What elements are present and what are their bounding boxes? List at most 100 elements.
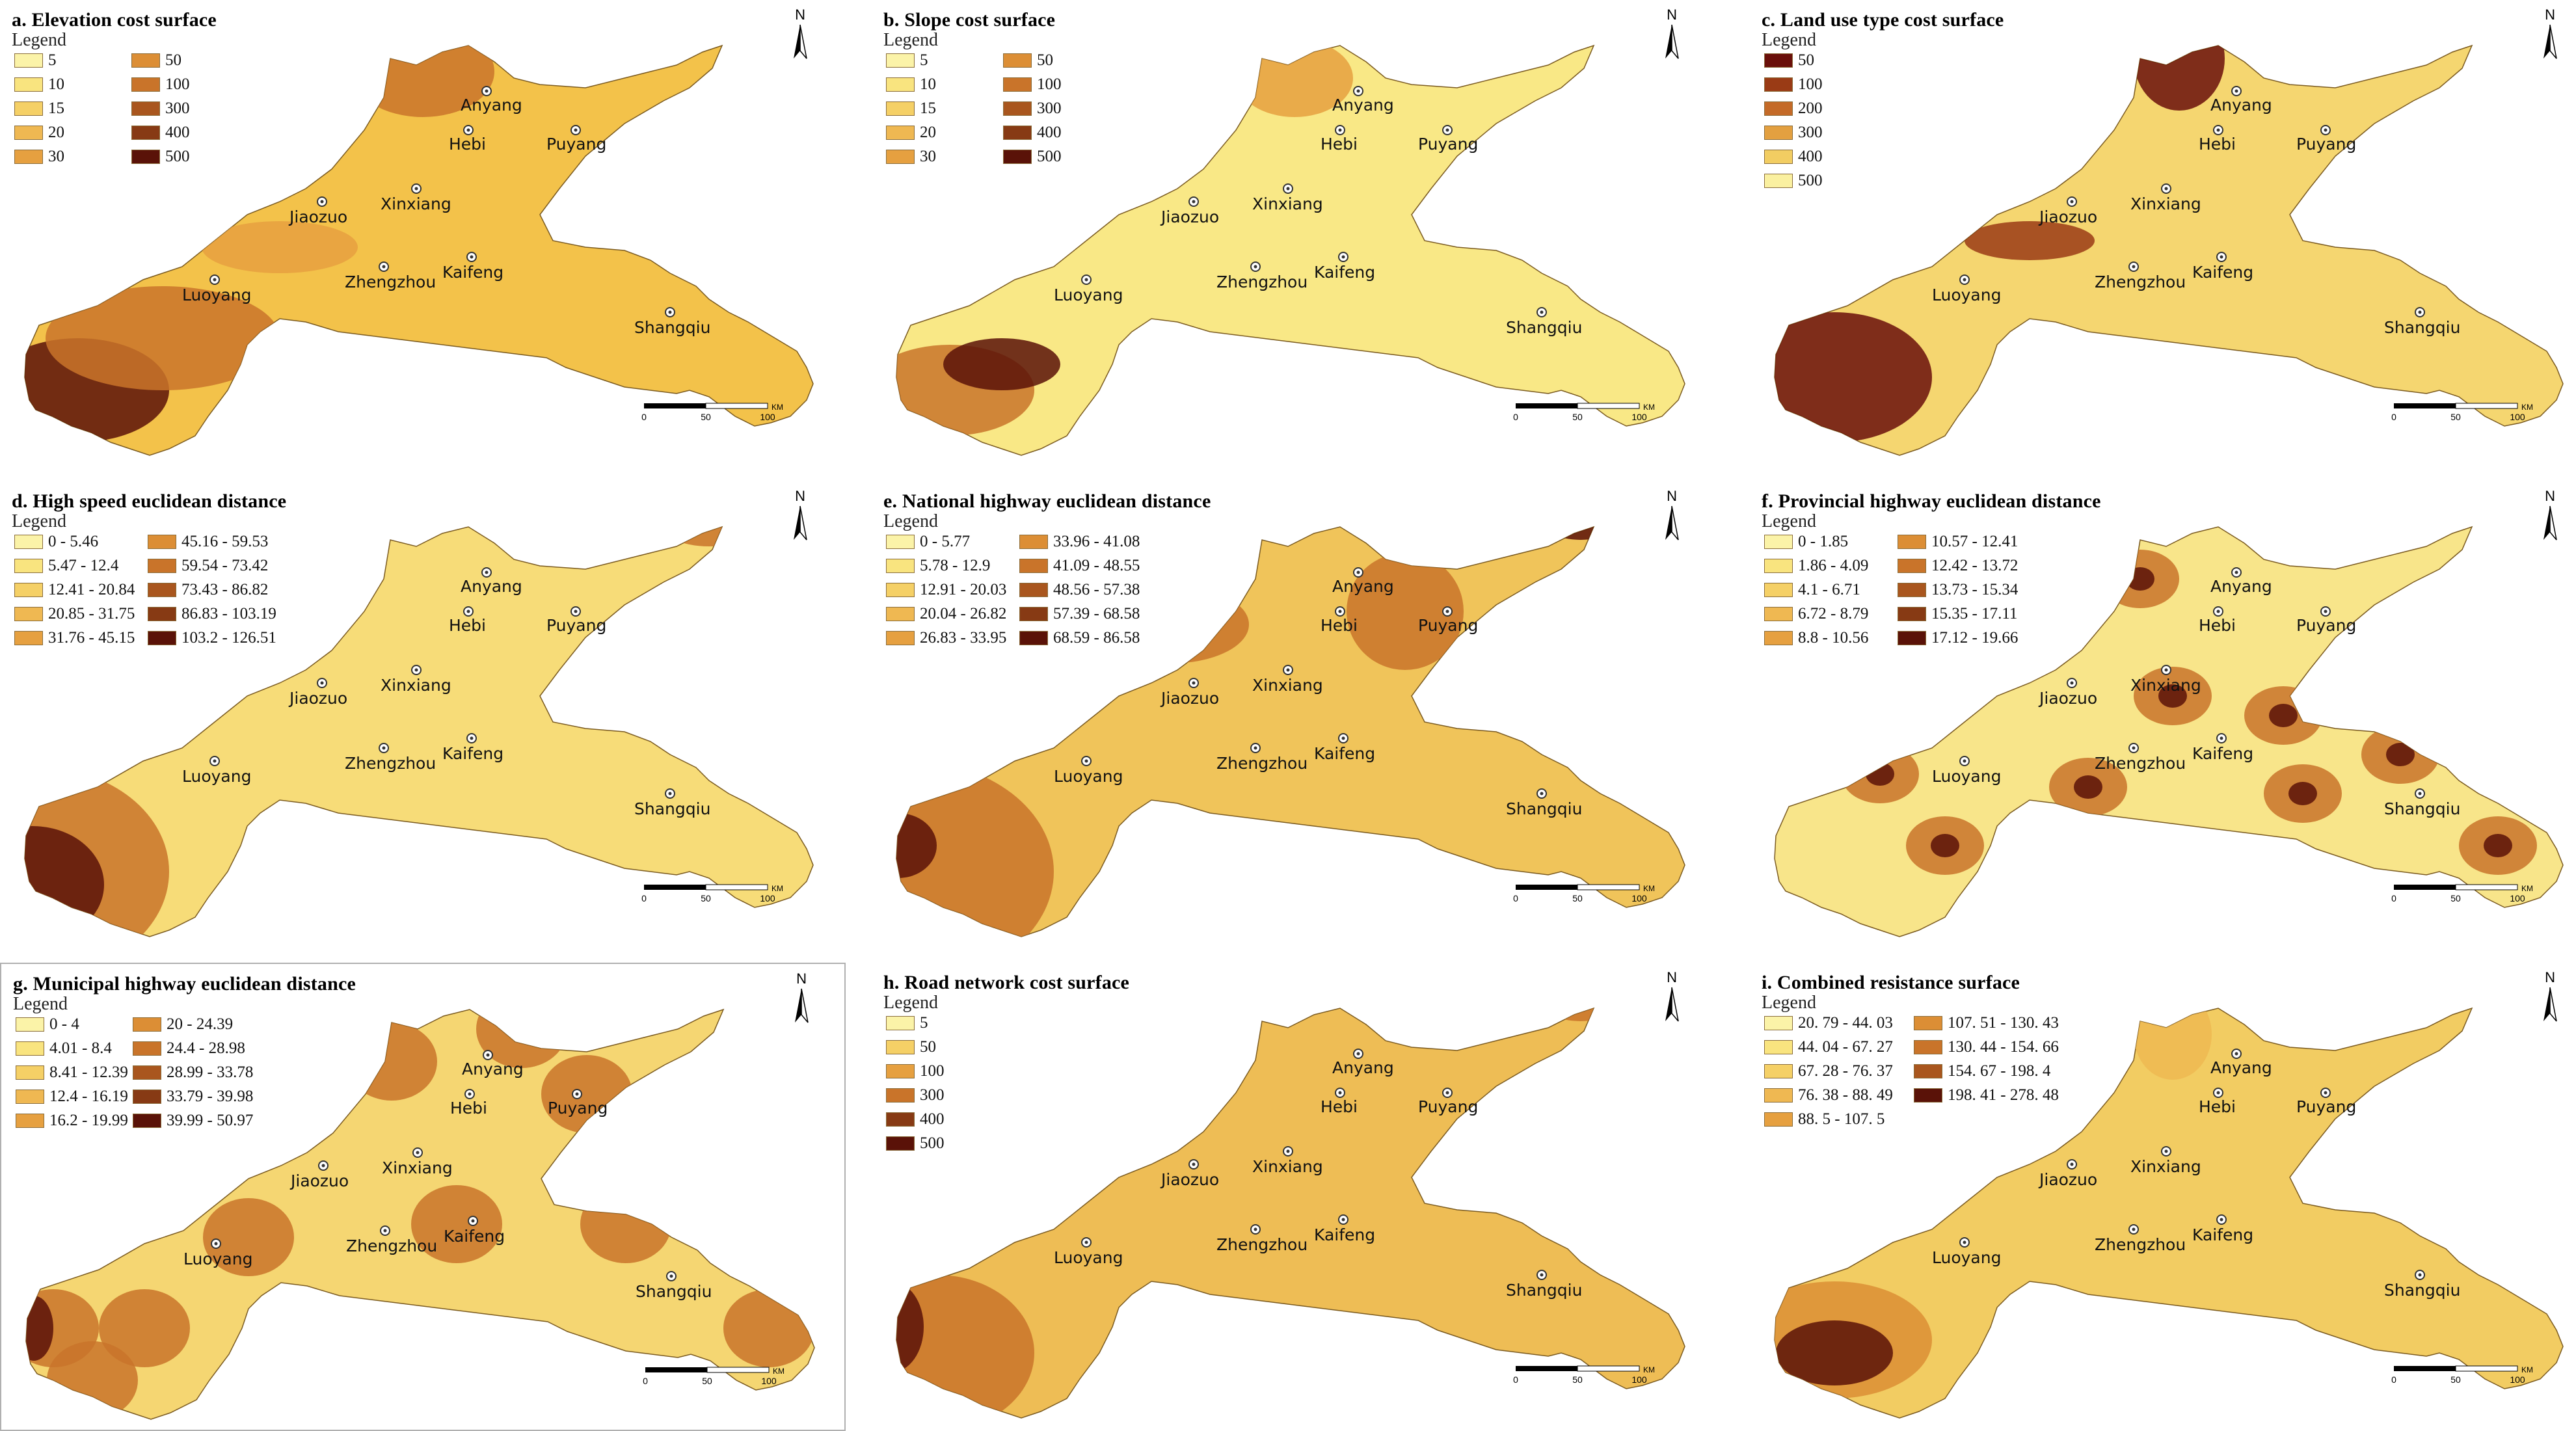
scale-tick-label: 100 — [760, 893, 775, 903]
legend-label: 0 - 5.77 — [920, 533, 971, 550]
legend-label: 50 — [165, 51, 181, 69]
city-dot-center — [1338, 609, 1342, 613]
city-marker-luoyang: Luoyang — [1932, 274, 2001, 304]
city-dot-center — [2132, 1227, 2136, 1231]
legend-swatch — [133, 1090, 161, 1104]
legend-label: 50 — [1798, 51, 1814, 69]
legend-swatch — [1019, 631, 1048, 645]
legend-label: 500 — [1798, 172, 1823, 189]
map-shading — [47, 1341, 138, 1419]
map-panel-d: Anyang Hebi Puyang Jiaozuo Xinxiang Zhengzhou… — [0, 481, 846, 950]
city-label: Shangqiu — [2384, 799, 2460, 818]
city-dot-center — [574, 128, 578, 132]
legend-item: 20. 79 - 44. 03 — [1764, 1014, 1893, 1032]
legend-label: 5 — [48, 51, 57, 69]
city-dot-center — [2070, 681, 2074, 685]
legend-swatch — [1914, 1064, 1942, 1078]
legend-swatch — [1764, 607, 1793, 621]
scale-tick-label: 0 — [2391, 893, 2396, 903]
city-label: Xinxiang — [1252, 1157, 1323, 1176]
legend-swatch — [1764, 559, 1793, 573]
city-dot-center — [466, 609, 470, 613]
legend-label: 20 — [920, 124, 936, 141]
north-label: N — [795, 488, 805, 504]
legend-swatch — [886, 631, 915, 645]
legend-item: 100 — [1003, 75, 1062, 93]
city-marker-zhengzhou: Zhengzhou — [2095, 743, 2186, 773]
legend-item: 1.86 - 4.09 — [1764, 557, 1868, 574]
legend-item: 154. 67 - 198. 4 — [1914, 1062, 2050, 1080]
legend-item: 4.01 - 8.4 — [16, 1039, 112, 1057]
legend-item: 500 — [886, 1134, 945, 1152]
legend-swatch — [886, 1088, 915, 1103]
city-label: Puyang — [546, 616, 606, 635]
city-label: Hebi — [449, 616, 486, 635]
city-marker-luoyang: Luoyang — [1932, 1237, 2001, 1267]
city-marker-kaifeng: Kaifeng — [442, 252, 503, 282]
legend-item: 30 — [886, 148, 936, 165]
city-dot-center — [574, 609, 578, 613]
legend-item: 10 — [886, 75, 936, 93]
city-dot-center — [1084, 1240, 1088, 1244]
legend-label: 100 — [920, 1062, 945, 1080]
legend-label: 68.59 - 86.58 — [1053, 629, 1140, 647]
map-panel-f: Anyang Hebi Puyang Jiaozuo Xinxiang Zhengzhou… — [1750, 481, 2576, 950]
legend-label: 100 — [165, 75, 190, 93]
province-map: Anyang Hebi Puyang Jiaozuo Xinxiang Zhengzhou… — [25, 970, 815, 1420]
legend-swatch — [1764, 1040, 1793, 1054]
legend-label: 8.41 - 12.39 — [49, 1063, 128, 1081]
map-shading — [203, 1198, 294, 1276]
map-panel-i: Anyang Hebi Puyang Jiaozuo Xinxiang Zhengzhou… — [1750, 963, 2576, 1431]
city-label: Kaifeng — [442, 263, 503, 282]
legend-item: 130. 44 - 154. 66 — [1914, 1038, 2059, 1056]
legend-item: 33.96 - 41.08 — [1019, 533, 1140, 550]
city-dot-center — [668, 310, 672, 314]
city-marker-xinxiang: Xinxiang — [382, 1147, 453, 1177]
city-marker-puyang: Puyang — [1418, 1088, 1478, 1116]
legend-swatch — [1898, 559, 1926, 573]
legend-item: 73.43 - 86.82 — [148, 581, 268, 598]
map-shading — [580, 1185, 671, 1263]
legend-label: 100 — [1037, 75, 1062, 93]
legend-item: 5 — [14, 51, 57, 69]
city-marker-puyang: Puyang — [2296, 125, 2356, 154]
city-dot-center — [2216, 1091, 2220, 1095]
city-label: Kaifeng — [2192, 1225, 2253, 1244]
legend-label: 10.57 - 12.41 — [1931, 533, 2019, 550]
city-dot-center — [1338, 128, 1342, 132]
scale-tick-label: 0 — [2391, 1374, 2396, 1385]
city-dot-center — [1356, 1052, 1360, 1056]
city-dot-center — [1445, 128, 1449, 132]
city-label: Kaifeng — [1314, 744, 1375, 763]
map-shading — [1775, 312, 1932, 442]
legend-label: 300 — [165, 100, 190, 117]
legend-item: 300 — [131, 100, 190, 117]
legend-swatch — [14, 150, 43, 164]
legend-swatch — [148, 607, 176, 621]
map-panel-h: Anyang Hebi Puyang Jiaozuo Xinxiang Zhengzhou… — [872, 963, 1717, 1431]
city-dot-center — [470, 255, 474, 259]
city-label: Anyang — [461, 577, 522, 596]
province-map: Anyang Hebi Puyang Jiaozuo Xinxiang Zhengzhou… — [1774, 969, 2564, 1419]
legend-item: 12.41 - 20.84 — [14, 581, 135, 598]
city-marker-luoyang: Luoyang — [1932, 756, 2001, 786]
legend-item: 4.1 - 6.71 — [1764, 581, 1860, 598]
city-dot-center — [214, 1242, 218, 1246]
city-marker-hebi: Hebi — [2199, 606, 2236, 635]
legend-item: 50 — [886, 1038, 936, 1056]
city-label: Jiaozuo — [1160, 207, 1219, 226]
city-label: Xinxiang — [2130, 194, 2201, 213]
legend-item: 15 — [886, 100, 936, 117]
city-dot-center — [1254, 746, 1257, 750]
legend-item: 500 — [131, 148, 190, 165]
city-dot-center — [416, 1151, 420, 1155]
legend-label: 12.42 - 13.72 — [1931, 557, 2019, 574]
legend-label: 20.04 - 26.82 — [920, 605, 1007, 622]
city-dot-center — [383, 1229, 387, 1233]
city-label: Zhengzhou — [1216, 273, 1308, 291]
legend-item: 15 — [14, 100, 64, 117]
legend-item: 5.47 - 12.4 — [14, 557, 118, 574]
map-shading — [723, 1289, 814, 1367]
